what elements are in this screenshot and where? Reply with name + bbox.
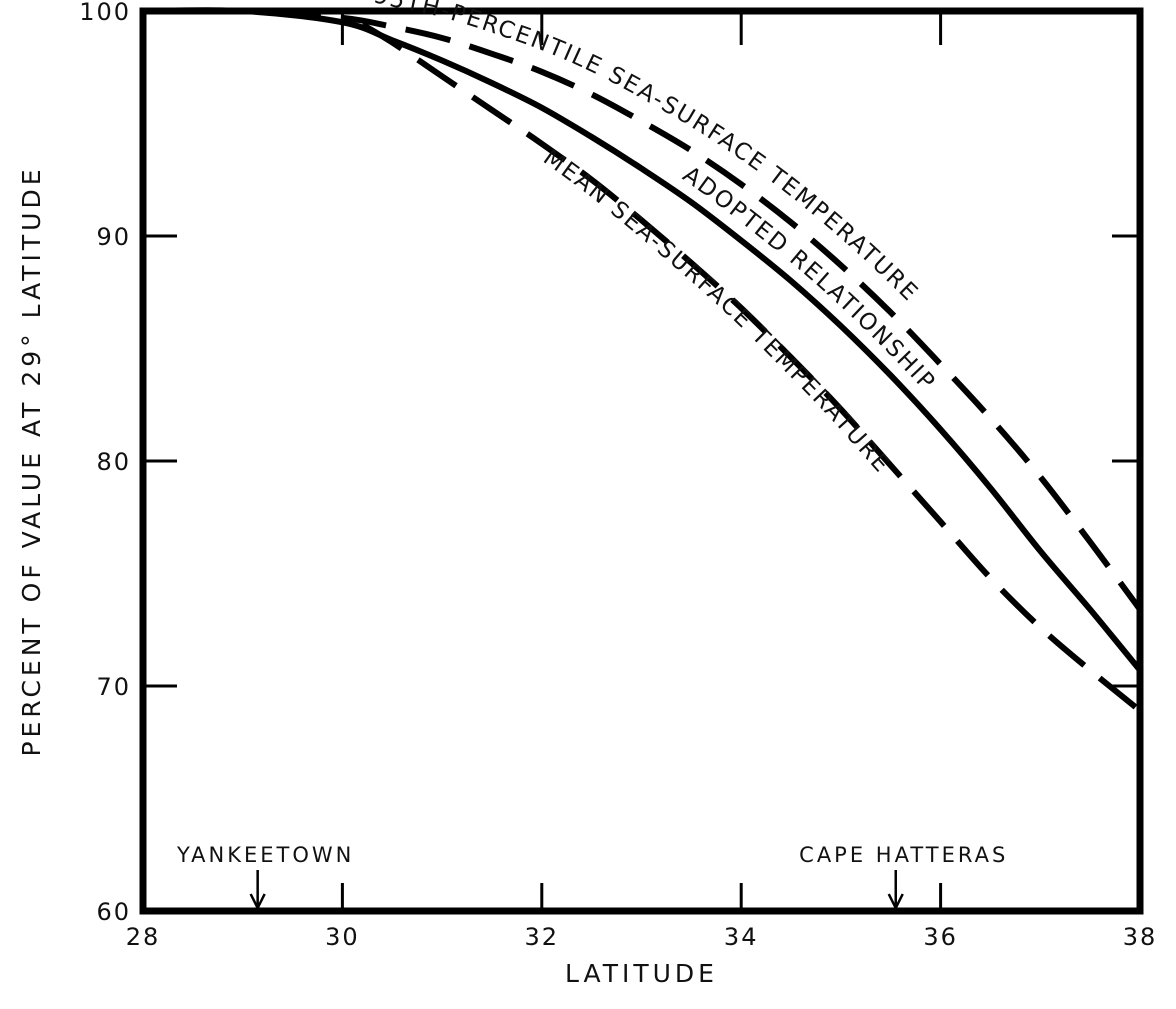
x-tick-label: 38: [1123, 923, 1158, 951]
x-tick-label: 32: [525, 923, 560, 951]
x-tick-label: 34: [724, 923, 759, 951]
y-tick-label: 70: [96, 673, 131, 701]
tick-labels-layer: 28 30 32 34 36 38 60 70 80 90 100: [79, 0, 1158, 951]
x-axis-title: LATITUDE: [565, 959, 718, 988]
location-arrow-head: [249, 893, 266, 911]
y-axis-title: PERCENT OF VALUE AT 29° LATITUDE: [17, 165, 46, 756]
curve-labels-layer: 95TH-PERCENTILE SEA-SURFACE TEMPERATUREA…: [371, 0, 938, 479]
annotations-layer: YANKEETOWN CAPE HATTERAS: [176, 843, 1008, 911]
series-line-3: [360, 21, 1142, 714]
location-label: YANKEETOWN: [176, 843, 354, 867]
y-tick-label: 90: [96, 223, 131, 251]
y-tick-label: 100: [79, 0, 131, 26]
ticks-layer: [143, 9, 1140, 911]
y-tick-label: 60: [96, 898, 131, 926]
x-tick-label: 30: [325, 923, 360, 951]
x-tick-label: 36: [923, 923, 958, 951]
y-tick-label: 80: [96, 448, 131, 476]
series-line-1: [142, 7, 1143, 612]
x-tick-label: 28: [126, 923, 161, 951]
plot-frame: [139, 7, 1144, 915]
series-line-2: [142, 7, 1143, 673]
location-label: CAPE HATTERAS: [799, 843, 1008, 867]
curves-layer: [142, 7, 1143, 714]
location-arrow-head: [887, 893, 904, 911]
